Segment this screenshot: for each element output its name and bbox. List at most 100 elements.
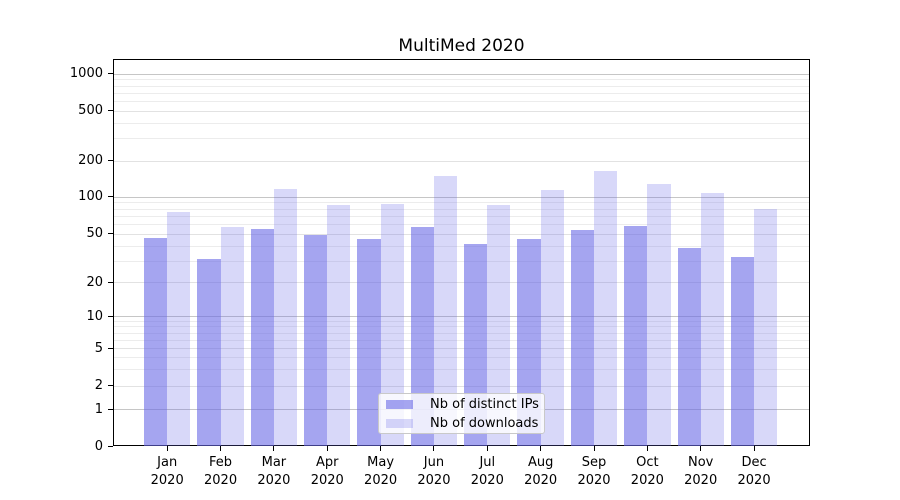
minor-gridline [114,138,809,140]
x-axis-tick-label: Jan 2020 [135,454,199,490]
x-tick-month: Jun [423,455,445,470]
x-tick-month: Feb [209,455,233,470]
x-tick-year: 2020 [470,473,504,488]
x-tick-month: Jul [479,455,496,470]
x-tick-year: 2020 [310,473,344,488]
x-tick-mark [273,446,275,451]
y-axis-tick-label: 10 [86,308,103,324]
gridline [114,160,809,162]
x-tick-mark [326,446,328,451]
x-tick-month: Oct [636,455,659,470]
bar-downloads-jun [433,175,458,446]
major-gridline [114,316,809,318]
y-axis-tick-label: 1000 [69,66,103,82]
x-axis-tick-label: Oct 2020 [615,454,679,490]
gridline [114,233,809,235]
x-tick-month: Apr [316,455,339,470]
minor-gridline [114,224,809,226]
bar-distinct-ips-jun [410,226,434,446]
y-tick-mark [108,160,113,161]
bar-downloads-apr [327,205,351,446]
x-tick-month: Aug [527,455,554,470]
x-axis-tick-label: Apr 2020 [295,454,359,490]
x-tick-month: Jan [157,455,178,470]
x-tick-mark [220,446,222,451]
minor-gridline [114,122,809,124]
gridline [114,282,809,284]
y-tick-mark [108,73,113,75]
minor-gridline [114,321,809,323]
minor-gridline [114,326,809,328]
x-axis-tick-label: Jun 2020 [402,454,466,490]
y-tick-mark [108,196,113,198]
minor-gridline [114,339,809,341]
bar-downloads-feb [220,226,244,446]
x-tick-month: May [367,455,395,470]
minor-gridline [114,245,809,247]
y-axis-tick-label: 2 [94,378,103,393]
bar-distinct-ips-jan [144,238,168,446]
major-gridline [114,73,809,75]
bar-distinct-ips-feb [197,259,221,446]
bar-downloads-jul [487,205,511,446]
minor-gridline [114,368,809,370]
y-axis-tick-label: 1 [94,401,103,417]
bar-distinct-ips-apr [304,234,328,446]
y-tick-mark [108,347,113,349]
legend-swatch-distinct-ips [386,399,413,409]
x-tick-mark [593,446,595,451]
x-tick-month: Dec [741,455,767,470]
chart-title: MultiMed 2020 [398,36,525,56]
y-tick-mark [108,281,113,283]
bar-distinct-ips-sep [570,229,594,446]
minor-gridline [114,260,809,262]
y-tick-mark [108,233,113,235]
bar-distinct-ips-nov [677,248,701,446]
minor-gridline [114,100,809,102]
y-axis-tick-label: 200 [78,153,103,168]
y-tick-mark [108,385,113,386]
y-axis-tick-label: 500 [78,103,103,118]
y-axis-tick-label: 5 [94,340,103,356]
bar-downloads-oct [647,183,671,446]
x-axis-tick-label: May 2020 [349,454,413,490]
gridline [114,110,809,112]
x-tick-year: 2020 [524,473,558,488]
x-tick-year: 2020 [204,473,238,488]
gridline [114,348,809,349]
x-tick-mark [433,446,435,451]
legend: Nb of distinct IPs Nb of downloads [378,393,545,434]
x-tick-year: 2020 [684,473,718,488]
bar-distinct-ips-dec [730,257,755,446]
x-tick-year: 2020 [257,473,291,488]
x-tick-month: Sep [581,455,607,470]
x-axis-tick-label: Nov 2020 [669,454,733,490]
x-tick-mark [700,446,702,451]
x-tick-year: 2020 [417,473,451,488]
minor-gridline [114,357,809,359]
x-tick-mark [646,446,648,451]
x-tick-year: 2020 [630,473,664,488]
x-tick-year: 2020 [364,473,398,488]
y-tick-mark [108,445,113,447]
y-axis-tick-label: 50 [86,226,103,242]
minor-gridline [114,332,809,334]
minor-gridline [114,85,809,87]
x-axis-tick-label: Aug 2020 [509,454,573,490]
x-axis-tick-label: Jul 2020 [455,454,519,490]
bar-distinct-ips-mar [250,228,274,446]
x-axis-tick-label: Feb 2020 [189,454,253,490]
legend-item-distinct-ips: Nb of distinct IPs [386,397,544,412]
x-tick-mark [540,446,542,451]
bar-downloads-mar [273,189,298,446]
bar-downloads-dec [754,209,778,446]
y-axis-tick-label: 100 [78,189,103,205]
plot-area: 0 1 2 5 10 20 50 100 200 500 1000 Jan 2020 Feb 2020 Mar… [70,59,810,488]
minor-gridline [114,79,809,81]
x-tick-year: 2020 [577,473,611,488]
minor-gridline [114,208,809,210]
bar-downloads-sep [594,170,618,446]
x-tick-year: 2020 [150,473,184,488]
y-axis-tick-label: 20 [86,274,103,290]
